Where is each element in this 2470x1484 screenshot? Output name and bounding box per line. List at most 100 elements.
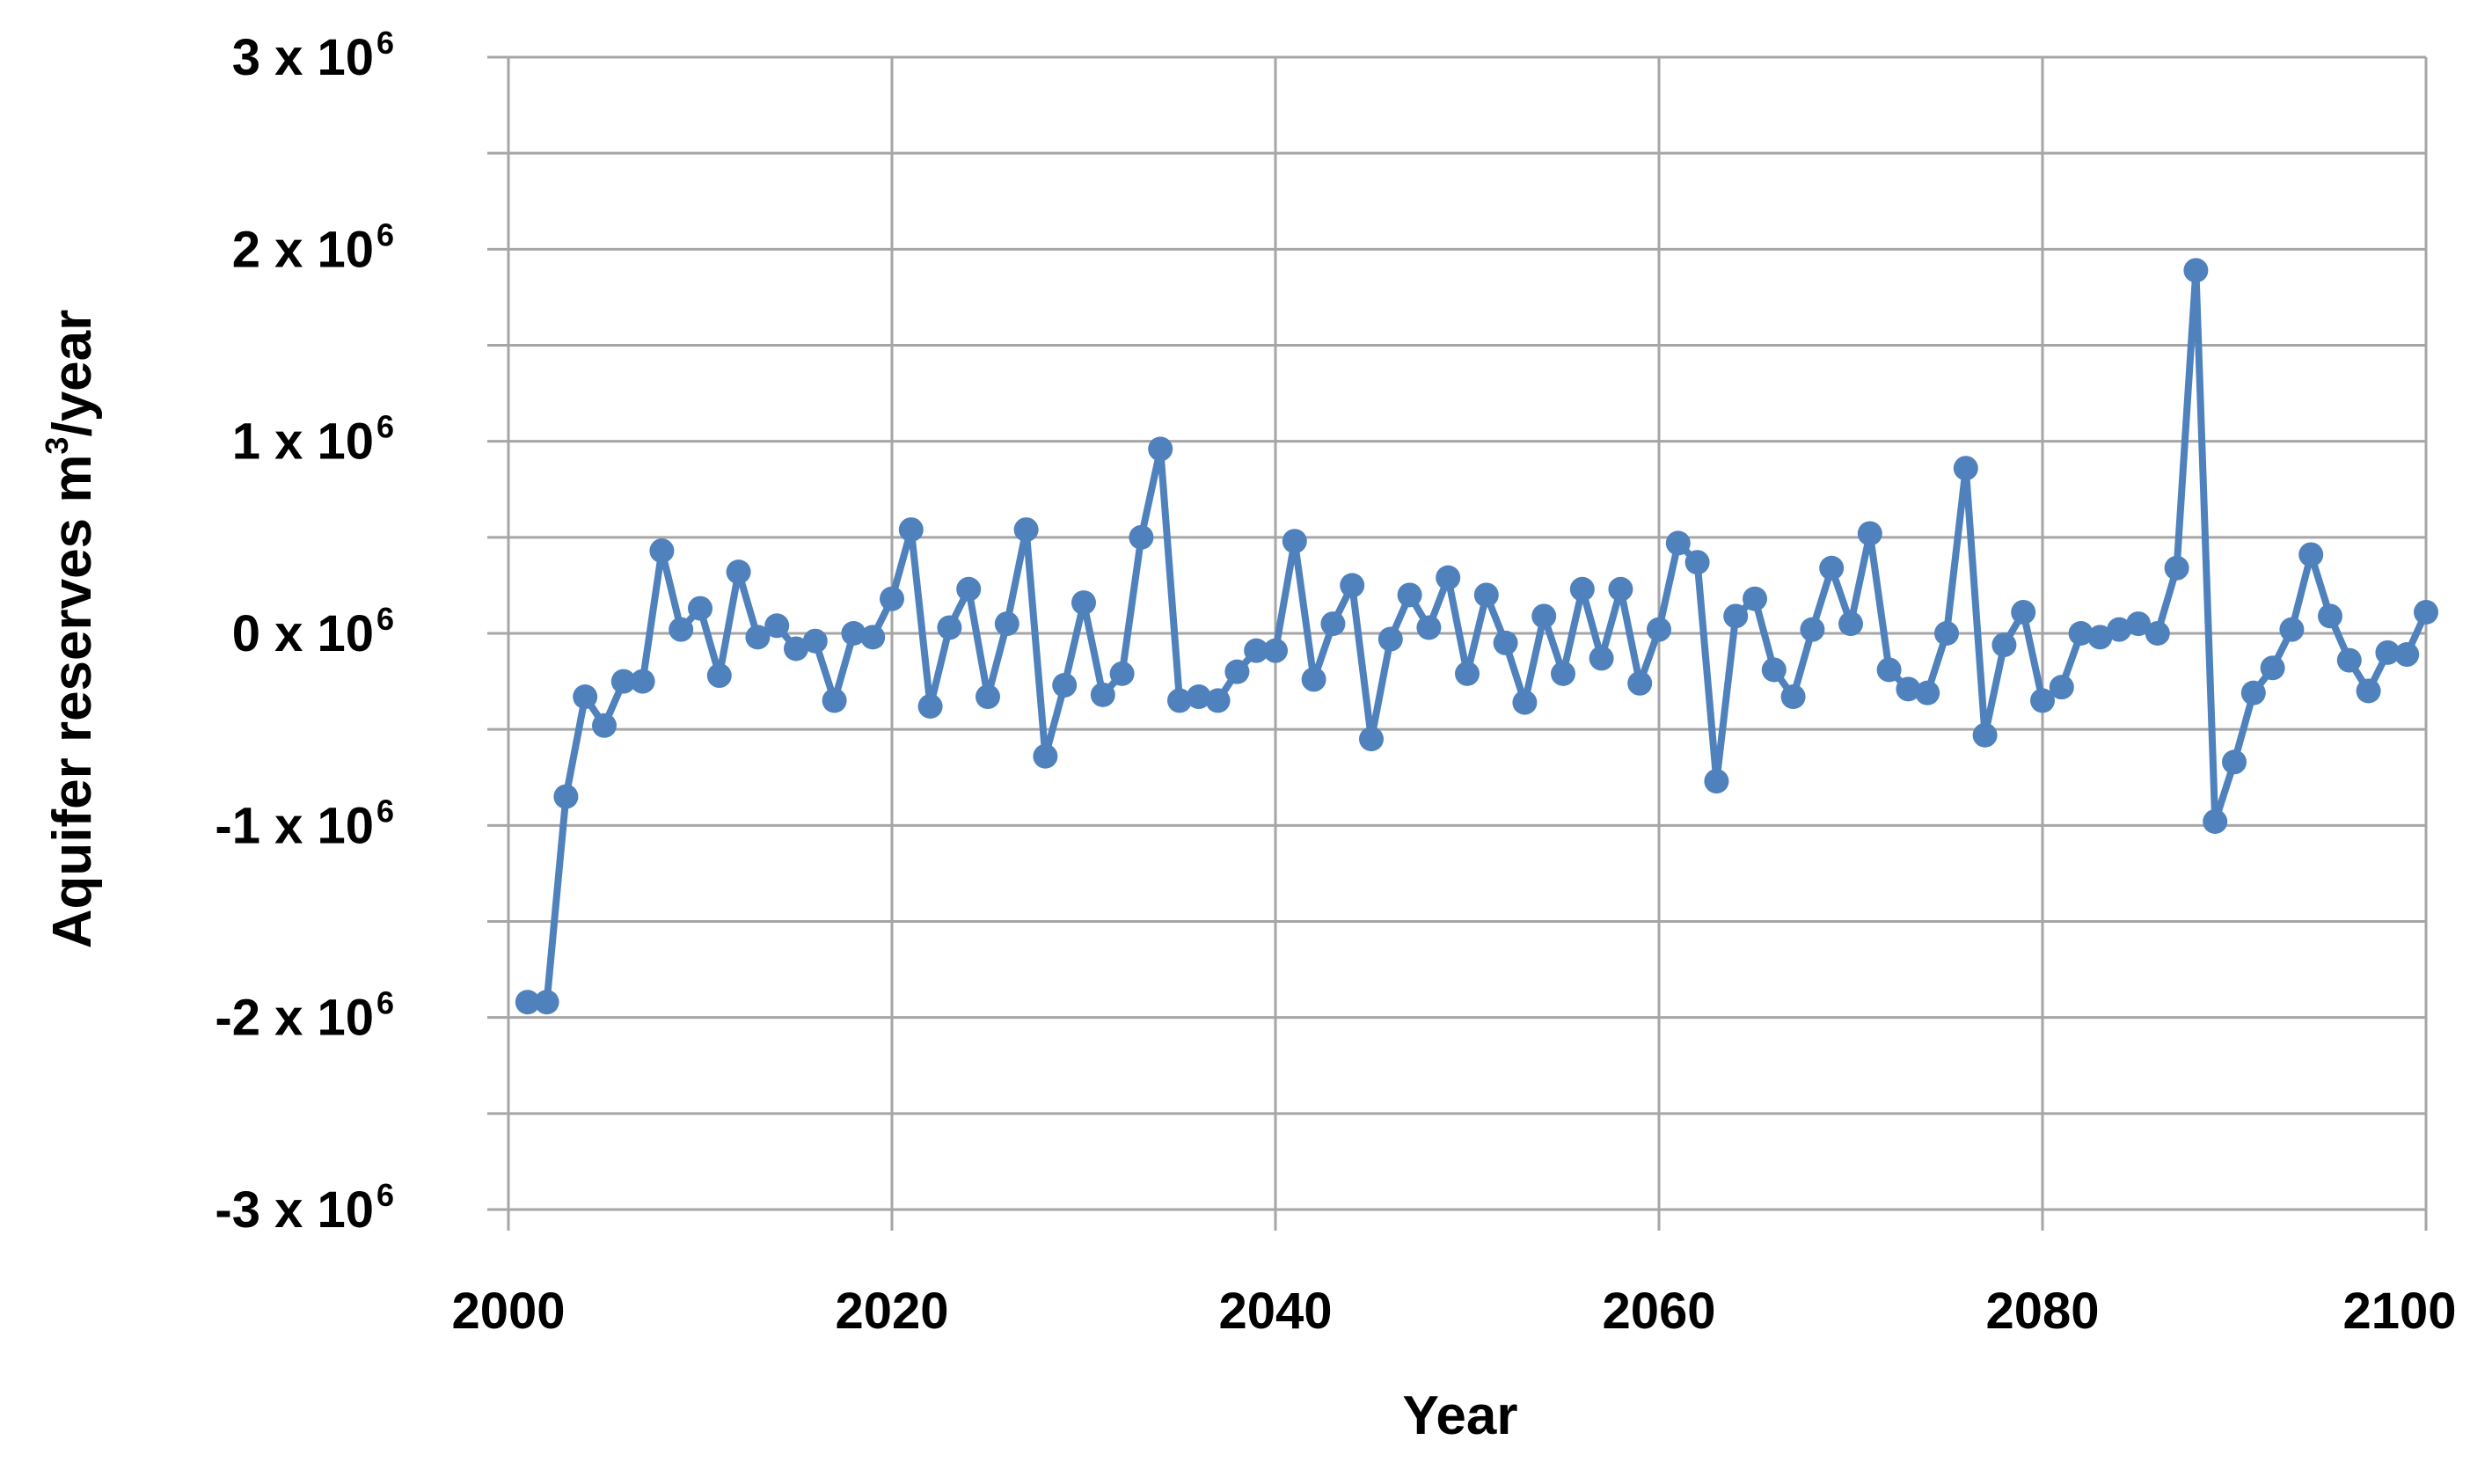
data-point <box>1915 680 1940 705</box>
data-point <box>2164 555 2189 581</box>
data-point <box>592 713 617 738</box>
data-point <box>1723 603 1749 629</box>
data-point <box>1934 621 1959 646</box>
data-point <box>841 621 866 646</box>
data-point <box>1378 626 1403 652</box>
y-axis-title: Aquifer reserves m3/year <box>39 310 103 949</box>
data-point <box>2183 258 2209 283</box>
data-point <box>2145 621 2170 646</box>
data-point <box>1819 555 1845 581</box>
data-point <box>2049 675 2074 700</box>
data-point <box>1167 688 1192 713</box>
data-point <box>1129 524 1154 550</box>
data-point <box>610 669 636 694</box>
y-tick-label-exponent: 6 <box>376 216 394 252</box>
data-point <box>1033 743 1058 769</box>
data-point <box>2068 621 2094 646</box>
data-point <box>880 586 904 611</box>
y-tick-label: 3 x 10 <box>232 29 374 86</box>
data-point <box>2011 599 2036 625</box>
data-point <box>706 663 732 689</box>
y-axis-title-superscript: 3 <box>39 437 75 455</box>
data-point <box>784 636 808 662</box>
data-point <box>1569 576 1595 602</box>
data-point <box>1473 582 1499 608</box>
grid-lines <box>487 55 2428 1231</box>
data-point <box>764 613 790 639</box>
data-point <box>2030 688 2055 713</box>
data-point <box>726 559 751 585</box>
data-point <box>1340 573 1365 598</box>
data-point <box>1512 690 1538 715</box>
data-point <box>1531 603 1557 629</box>
data-point <box>1416 615 1442 640</box>
data-point <box>2279 617 2305 642</box>
x-tick-label: 2100 <box>2342 1283 2456 1340</box>
data-point <box>1320 611 1346 637</box>
y-tick-label: -1 x 10 <box>215 797 374 854</box>
data-point <box>898 517 924 543</box>
data-point <box>1608 576 1633 602</box>
data-point <box>1838 611 1863 637</box>
data-point <box>2260 655 2285 681</box>
data-point <box>822 688 847 713</box>
data-point <box>917 693 943 719</box>
data-point <box>1704 769 1729 794</box>
data-point <box>553 784 579 809</box>
data-point <box>2394 642 2420 668</box>
data-point <box>515 990 540 1015</box>
data-point <box>1876 657 1902 683</box>
data-point <box>2107 617 2132 642</box>
data-point <box>2222 749 2247 775</box>
data-point <box>1972 722 1998 748</box>
data-point <box>2126 611 2151 637</box>
data-point <box>1359 727 1384 752</box>
data-point <box>1090 682 1115 707</box>
data-point <box>1857 521 1882 546</box>
data-point <box>1896 676 1921 702</box>
x-tick-label: 2080 <box>1985 1283 2099 1340</box>
data-point <box>1301 667 1326 692</box>
data-point <box>1761 657 1787 683</box>
y-tick-label-exponent: 6 <box>376 793 394 829</box>
data-point <box>2414 599 2438 625</box>
data-point <box>1186 684 1211 710</box>
data-point <box>1991 632 2017 658</box>
data-point <box>669 617 694 642</box>
data-point <box>994 611 1019 637</box>
data-point <box>1109 661 1135 686</box>
data-point <box>1205 688 1231 713</box>
data-point <box>1647 617 1671 642</box>
data-point <box>937 615 962 640</box>
data-point <box>2356 678 2381 704</box>
data-point <box>1148 436 1173 462</box>
y-axis-title-tail: /year <box>42 310 103 437</box>
data-point <box>1589 646 1614 671</box>
data-point <box>1780 684 1806 710</box>
data-point <box>956 576 982 602</box>
data-point <box>1436 565 1461 590</box>
data-point <box>1627 670 1653 696</box>
y-tick-label: 2 x 10 <box>232 221 374 278</box>
data-point <box>1052 672 1078 698</box>
y-axis-title-main: Aquifer reserves m <box>42 455 103 949</box>
y-tick-label: 1 x 10 <box>232 413 374 471</box>
y-tick-label-exponent: 6 <box>376 25 394 61</box>
data-point <box>1071 590 1096 616</box>
data-point <box>802 628 828 654</box>
data-point <box>1013 517 1039 543</box>
y-tick-label-exponent: 6 <box>376 1177 394 1213</box>
data-point <box>2298 542 2324 567</box>
y-tick-label-exponent: 6 <box>376 409 394 445</box>
x-tick-label: 2000 <box>451 1283 565 1340</box>
x-tick-label: 2060 <box>1602 1283 1715 1340</box>
data-point <box>1224 659 1250 684</box>
data-point <box>1493 630 1518 655</box>
data-point <box>688 596 712 621</box>
data-point <box>1743 586 1767 611</box>
y-tick-label: -2 x 10 <box>215 990 374 1047</box>
data-point <box>1263 638 1288 663</box>
data-point <box>573 684 598 710</box>
data-point <box>1684 550 1710 575</box>
x-tick-label: 2020 <box>835 1283 948 1340</box>
